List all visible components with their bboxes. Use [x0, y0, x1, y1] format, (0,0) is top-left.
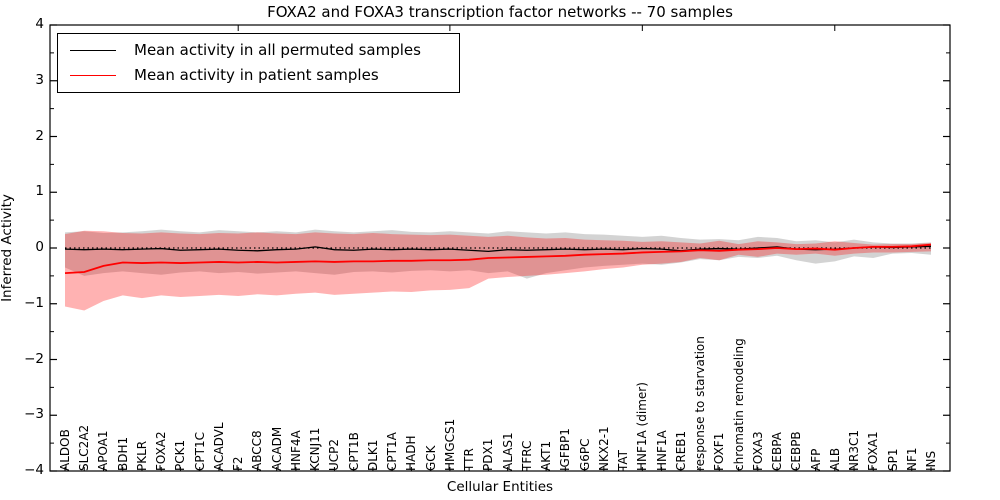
- x-tick-label: ACADVL: [211, 422, 226, 471]
- x-tick-label: TFRC: [519, 440, 534, 471]
- y-tick-label: −4: [24, 462, 44, 478]
- x-tick-label: UCP2: [327, 438, 342, 471]
- y-tick-label: 4: [35, 16, 44, 32]
- chart-title: FOXA2 and FOXA3 transcription factor net…: [267, 3, 733, 21]
- x-tick-label: SLC2A2: [77, 424, 92, 471]
- x-tick-label: TTR: [462, 448, 477, 471]
- x-tick-label: PCK1: [173, 439, 188, 471]
- x-tick-label: GCK: [423, 445, 438, 471]
- x-tick-label: AKT1: [539, 440, 554, 471]
- y-tick-label: −2: [24, 350, 44, 367]
- y-tick-label: 1: [35, 183, 44, 200]
- x-tick-label: FOXF1: [712, 432, 727, 471]
- x-tick-label: FOXA2: [154, 431, 169, 471]
- legend-item-label: Mean activity in all permuted samples: [134, 41, 421, 59]
- patient-line-sample: [70, 74, 116, 76]
- x-tick-label: INS: [924, 450, 938, 471]
- x-tick-label: PKLR: [134, 440, 149, 471]
- x-tick-label: FOXA1: [866, 431, 881, 471]
- x-tick-label: PDX1: [481, 438, 496, 471]
- x-tick-label: DLK1: [365, 439, 380, 471]
- x-tick-label: FOXA3: [750, 431, 765, 471]
- x-tick-label: ALAS1: [500, 432, 515, 471]
- x-tick-label: TAT: [616, 449, 631, 471]
- x-axis-label: Cellular Entities: [446, 479, 554, 495]
- x-tick-label: CEBPB: [789, 431, 804, 471]
- x-tick-label: HNF1A (dimer): [635, 382, 650, 471]
- x-tick-label: APOA1: [96, 430, 111, 471]
- y-tick-label: 0: [35, 239, 44, 255]
- x-tick-label: HMGCS1: [442, 418, 457, 471]
- legend-item-label: Mean activity in patient samples: [134, 66, 379, 84]
- x-tick-label: KCNJ11: [308, 427, 323, 471]
- x-tick-label: CREB1: [673, 430, 688, 471]
- y-tick-label: −3: [24, 406, 44, 423]
- legend: Mean activity in all permuted samples Me…: [57, 33, 460, 93]
- x-tick-label: ALB: [827, 447, 842, 471]
- x-tick-label: response to starvation: [693, 336, 708, 471]
- legend-item-permuted: Mean activity in all permuted samples: [70, 41, 421, 59]
- mean-activity-in-patient-samples: [64, 243, 932, 274]
- permuted-line-sample: [70, 49, 116, 51]
- permuted-samples-band: [65, 229, 931, 279]
- y-tick-label: 2: [35, 127, 44, 144]
- x-tick-label: CPT1A: [385, 432, 400, 471]
- x-tick-label: NF1: [904, 447, 919, 471]
- y-tick-label: −1: [24, 294, 44, 311]
- x-tick-label: ALDOB: [58, 429, 72, 471]
- x-tick-label: AFP: [808, 448, 823, 471]
- x-tick-label: SP1: [885, 448, 900, 472]
- x-tick-label: CPT1C: [192, 432, 207, 471]
- x-tick-label: ABCC8: [250, 430, 265, 471]
- x-tick-label: NR3C1: [847, 430, 862, 471]
- x-tick-label: F2: [231, 456, 246, 471]
- x-tick-label: HADH: [404, 435, 419, 472]
- x-tick-label: CPT1B: [346, 432, 361, 471]
- x-tick-label: NKX2-1: [596, 426, 611, 471]
- x-tick-label: HNF4A: [288, 430, 303, 471]
- x-tick-label: ACADM: [269, 426, 284, 471]
- y-tick-label: 3: [35, 71, 44, 88]
- x-tick-label: HNF1A: [654, 430, 669, 471]
- x-tick-label: chromatin remodeling: [731, 338, 746, 471]
- legend-item-patient: Mean activity in patient samples: [70, 66, 421, 84]
- x-tick-label: IGFBP1: [558, 428, 573, 471]
- x-tick-label: CEBPA: [770, 432, 785, 471]
- x-tick-label: G6PC: [577, 438, 592, 471]
- x-tick-label: BDH1: [115, 436, 130, 471]
